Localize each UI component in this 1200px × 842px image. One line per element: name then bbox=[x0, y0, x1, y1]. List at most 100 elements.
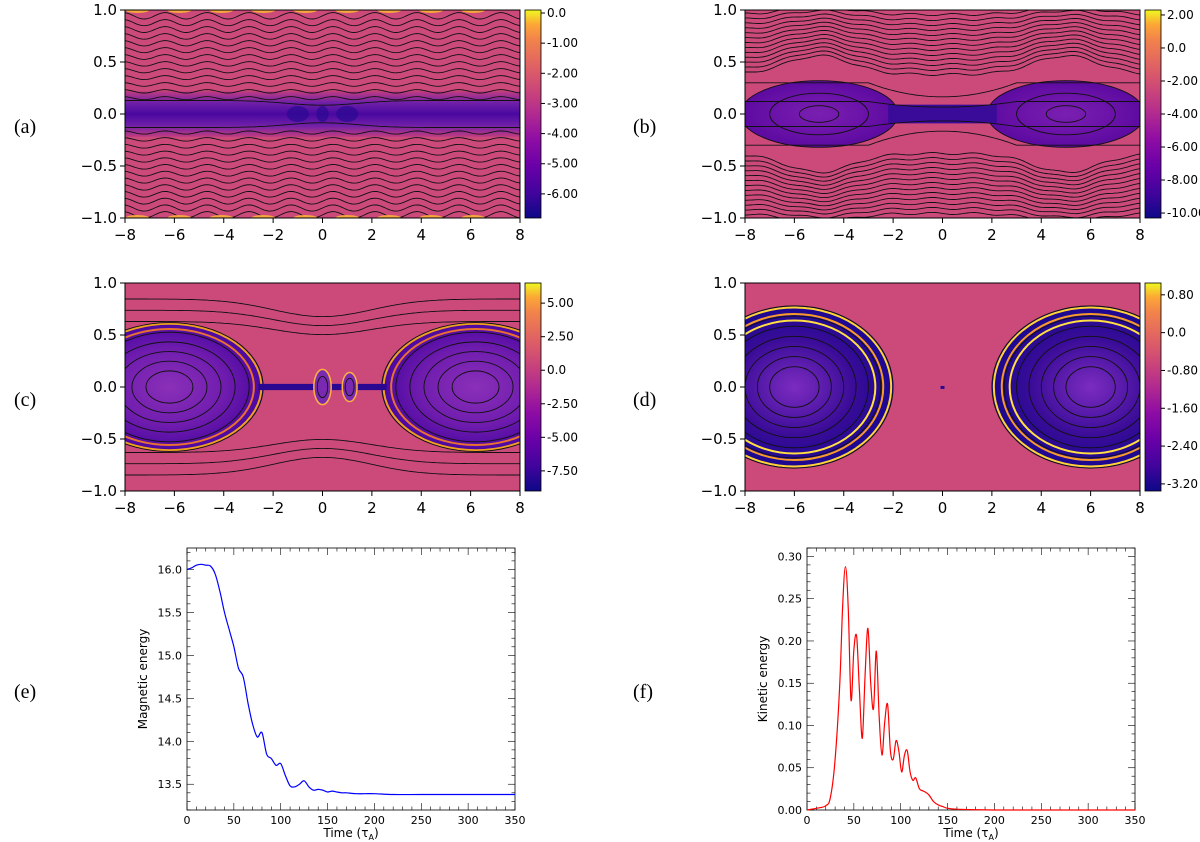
current-sheet bbox=[888, 104, 997, 124]
y-tick-label: 0.00 bbox=[778, 804, 803, 817]
field-line bbox=[745, 211, 1140, 218]
x-tick-label: −6 bbox=[783, 226, 805, 244]
field-line bbox=[745, 54, 1140, 76]
plasmoid bbox=[316, 106, 329, 122]
colorbar-tick-label: 2.50 bbox=[547, 330, 574, 344]
field-line bbox=[125, 143, 520, 149]
field-line bbox=[395, 331, 520, 443]
field-line bbox=[125, 197, 520, 205]
field-line bbox=[125, 170, 520, 177]
panel-label: (b) bbox=[633, 116, 656, 138]
field-line bbox=[745, 191, 1140, 207]
plasmoid bbox=[341, 371, 358, 403]
field-line bbox=[769, 366, 820, 408]
x-tick-label: 8 bbox=[1135, 499, 1145, 517]
field-line bbox=[125, 54, 520, 60]
field-line bbox=[125, 298, 520, 318]
field-line bbox=[125, 19, 520, 27]
island-current-ring bbox=[745, 306, 893, 468]
field-line bbox=[344, 377, 355, 397]
field-line bbox=[745, 187, 1140, 203]
field-line bbox=[125, 47, 520, 54]
x-tick-label: 4 bbox=[1036, 499, 1046, 517]
edge-hotspot bbox=[293, 215, 318, 218]
edge-hotspot bbox=[209, 10, 234, 13]
heatmap-panel-b: −8 −6 −4 −2 0 2 4 6 8 1.0 0.5 0.0 −0.5 −1.0 (b) 2.00 0.0… bbox=[633, 1, 1200, 244]
heatmap-panel-a: −8 −6 −4 −2 0 2 4 6 8 1.0 0.5 0.0 −0.5 −1.0 (a) 0.0 -1.0… bbox=[14, 1, 578, 244]
y-tick-label: 15.0 bbox=[158, 649, 183, 662]
x-tick-label: −4 bbox=[833, 226, 855, 244]
field-line bbox=[745, 157, 1140, 178]
y-tick-label: 0.0 bbox=[93, 378, 117, 396]
edge-hotspot bbox=[125, 215, 150, 218]
x-tick-label: −8 bbox=[114, 226, 136, 244]
field-line bbox=[125, 190, 520, 198]
x-tick-label: 0 bbox=[804, 814, 811, 827]
colorbar-tick-label: -0.80 bbox=[1167, 363, 1198, 377]
field-line bbox=[125, 456, 520, 476]
edge-hotspot bbox=[125, 10, 150, 13]
y-tick-label: 14.5 bbox=[158, 692, 183, 705]
field-line bbox=[1065, 366, 1116, 408]
field-line bbox=[745, 50, 1140, 71]
colorbar-gradient bbox=[524, 9, 542, 219]
field-line bbox=[745, 346, 845, 428]
field-line bbox=[125, 96, 520, 101]
field-line bbox=[1003, 315, 1140, 459]
field-line bbox=[1053, 356, 1129, 418]
field-line bbox=[125, 12, 520, 20]
y-tick-label: 0.05 bbox=[778, 762, 803, 775]
colorbar-tick-label: -4.00 bbox=[1167, 107, 1198, 121]
x-tick-label: 4 bbox=[416, 499, 426, 517]
field-line bbox=[745, 130, 1140, 146]
heatmap-panel-d: −8 −6 −4 −2 0 2 4 6 8 1.0 0.5 0.0 −0.5 −1.0 (d) 0.80 0.0… bbox=[633, 274, 1198, 517]
y-tick-label: 0.5 bbox=[713, 53, 737, 71]
colorbar-tick-label: -4.00 bbox=[547, 127, 578, 141]
y-tick-label: −0.5 bbox=[81, 430, 117, 448]
colorbar-tick-label: -8.00 bbox=[1167, 173, 1198, 187]
field-line bbox=[745, 305, 894, 469]
field-line bbox=[125, 61, 520, 67]
field-line bbox=[745, 101, 1140, 108]
island-current-ring bbox=[745, 319, 877, 455]
edge-hotspot bbox=[419, 10, 444, 13]
edge-hotspot bbox=[167, 10, 192, 13]
x-tick-label: −8 bbox=[734, 499, 756, 517]
field-line bbox=[745, 167, 1140, 186]
x-tick-label: 150 bbox=[317, 814, 338, 827]
edge-hotspot bbox=[461, 215, 486, 218]
field-line bbox=[125, 164, 520, 170]
field-line bbox=[125, 351, 222, 423]
y-tick-label: −1.0 bbox=[701, 209, 737, 227]
field-line bbox=[745, 17, 1140, 32]
field-line bbox=[1016, 92, 1116, 136]
x-axis-label: Time (τA) bbox=[942, 826, 998, 842]
x-tick-label: 250 bbox=[1031, 814, 1052, 827]
colorbar-tick-label: -3.00 bbox=[547, 96, 578, 110]
edge-hotspot bbox=[419, 215, 444, 218]
y-tick-label: 1.0 bbox=[93, 274, 117, 292]
field-line bbox=[1028, 335, 1140, 439]
colorbar-tick-label: -7.50 bbox=[547, 464, 578, 478]
x-tick-label: 6 bbox=[1086, 226, 1096, 244]
x-tick-label: −8 bbox=[734, 226, 756, 244]
y-tick-label: 0.5 bbox=[713, 326, 737, 344]
x-tick-label: −2 bbox=[262, 226, 284, 244]
field-line bbox=[125, 130, 520, 135]
x-tick-label: 50 bbox=[227, 814, 241, 827]
y-tick-label: 1.0 bbox=[93, 1, 117, 19]
magnetic-island bbox=[986, 80, 1140, 148]
field-line bbox=[745, 46, 1140, 66]
field-line bbox=[745, 162, 1140, 182]
y-tick-label: −0.5 bbox=[701, 157, 737, 175]
y-tick-label: −1.0 bbox=[81, 482, 117, 500]
edge-hotspot bbox=[335, 215, 360, 218]
field-line bbox=[1045, 105, 1087, 123]
colorbar-tick-label: 0.0 bbox=[547, 363, 566, 377]
x-tick-label: 300 bbox=[1078, 814, 1099, 827]
x-tick-label: 0 bbox=[184, 814, 191, 827]
x-tick-label: 8 bbox=[515, 499, 525, 517]
x-tick-label: −8 bbox=[114, 499, 136, 517]
x-tick-label: 150 bbox=[937, 814, 958, 827]
